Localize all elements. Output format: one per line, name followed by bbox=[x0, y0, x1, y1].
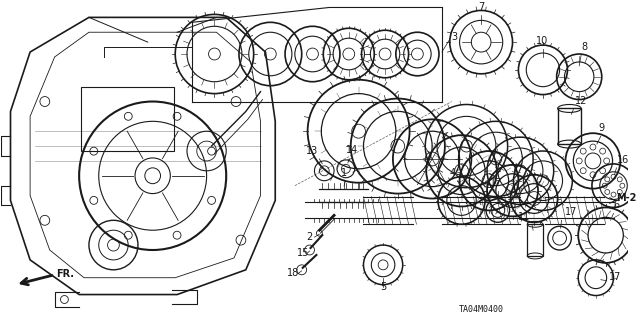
Text: 9: 9 bbox=[599, 123, 605, 133]
Text: 3: 3 bbox=[452, 32, 458, 42]
Text: 11: 11 bbox=[518, 212, 530, 222]
Text: 2: 2 bbox=[307, 232, 313, 242]
Text: 8: 8 bbox=[581, 42, 587, 52]
Text: 17: 17 bbox=[490, 178, 502, 188]
Text: FR.: FR. bbox=[56, 269, 75, 279]
Text: 17: 17 bbox=[564, 207, 577, 217]
Text: 12: 12 bbox=[575, 96, 588, 107]
Text: TA04M0400: TA04M0400 bbox=[459, 305, 504, 314]
Bar bbox=[557, 108, 581, 144]
Bar bbox=[81, 87, 174, 151]
Text: 6: 6 bbox=[614, 200, 620, 211]
Text: 7: 7 bbox=[478, 3, 484, 12]
Bar bbox=[527, 224, 543, 256]
Text: 4: 4 bbox=[449, 168, 456, 178]
Text: M-2: M-2 bbox=[616, 192, 637, 203]
Text: 18: 18 bbox=[287, 268, 299, 278]
Text: 15: 15 bbox=[296, 248, 309, 258]
Text: 5: 5 bbox=[380, 282, 386, 292]
Text: 14: 14 bbox=[346, 145, 358, 155]
Text: 13: 13 bbox=[307, 146, 319, 156]
Text: 17: 17 bbox=[609, 272, 621, 282]
Text: 1: 1 bbox=[341, 168, 347, 178]
Text: 16: 16 bbox=[616, 155, 628, 165]
Text: 10: 10 bbox=[536, 36, 548, 46]
